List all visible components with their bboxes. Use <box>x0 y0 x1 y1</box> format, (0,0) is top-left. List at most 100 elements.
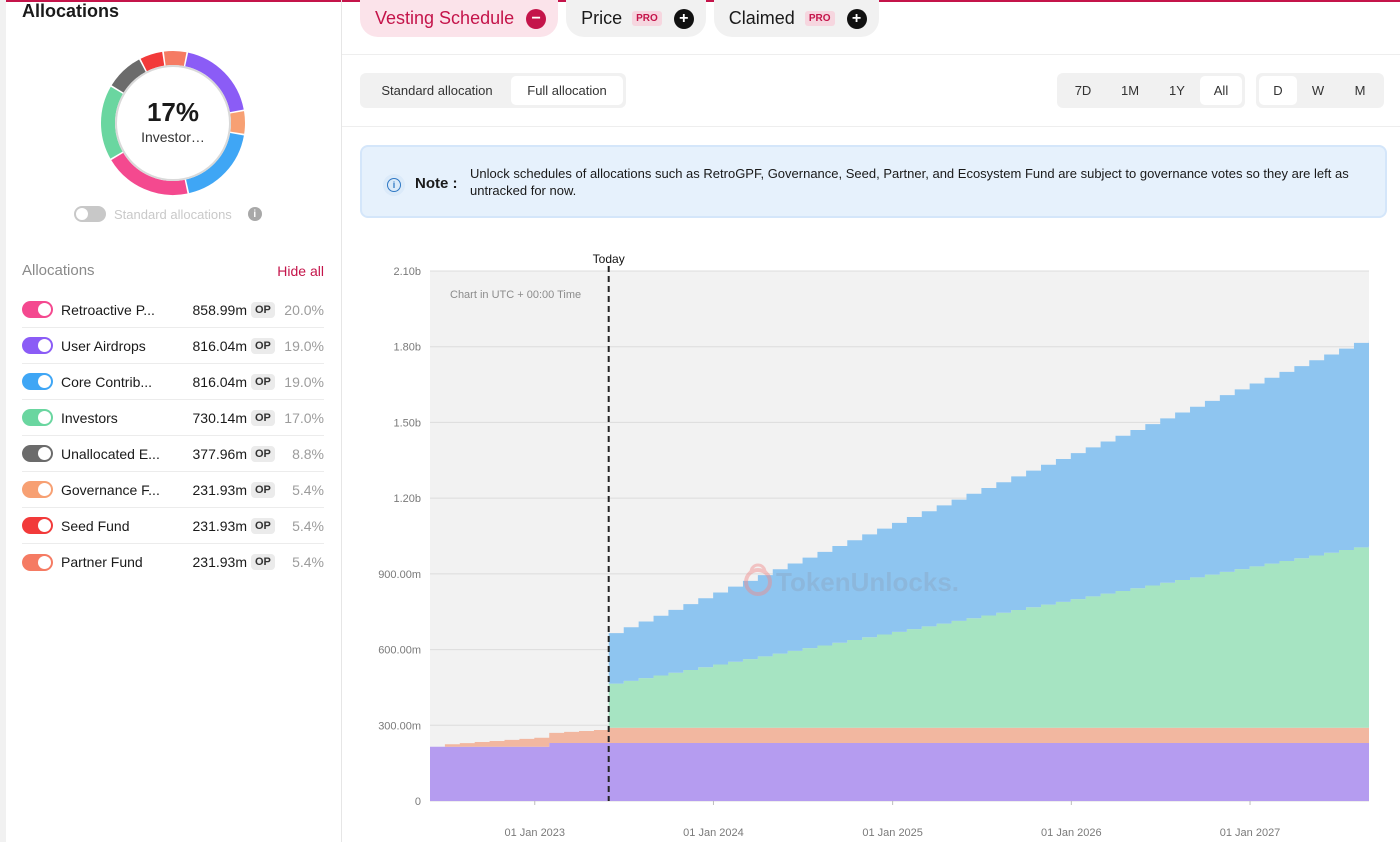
standard-allocations-label: Standard allocations <box>114 206 232 222</box>
allocation-row: Partner Fund 231.93m OP 5.4% <box>22 544 324 580</box>
allocations-sidebar: Allocations 17% Investor… Standard alloc… <box>0 0 342 842</box>
tab-label: Claimed <box>728 8 795 28</box>
donut-label: Investor… <box>141 129 205 145</box>
donut-segment-partner-fund[interactable] <box>163 51 187 67</box>
allocation-amount: 377.96m <box>192 445 247 462</box>
remove-icon[interactable]: − <box>526 8 547 29</box>
allocation-toggle[interactable] <box>22 517 53 534</box>
y-tick-label: 300.00m <box>378 720 421 732</box>
watermark-text: TokenUnlocks. <box>776 567 959 597</box>
tab-label: Price <box>581 8 623 28</box>
allocation-name: Partner Fund <box>61 554 143 570</box>
allocation-name: Investors <box>61 409 118 426</box>
allocation-row: Governance F... 231.93m OP 5.4% <box>22 472 324 508</box>
vesting-schedule-chart[interactable]: 0 300.00m 600.00m 900.00m 1.20b 1.50b 1.80b 2.1… <box>343 240 1393 842</box>
allocation-amount: 816.04m <box>192 373 247 390</box>
donut-percent: 17% <box>146 97 200 127</box>
watermark: TokenUnlocks. <box>744 563 959 597</box>
x-tick-label: 01 Jan 2026 <box>1041 827 1102 839</box>
allocation-amount: 730.14m <box>192 409 247 426</box>
tab-price[interactable]: Price PRO + <box>566 0 706 37</box>
allocation-donut-chart[interactable]: 17% Investor… <box>98 48 248 198</box>
allocation-amount: 231.93m <box>192 554 247 570</box>
x-tick-label: 01 Jan 2027 <box>1220 827 1281 839</box>
series-area-1 <box>430 742 1369 801</box>
info-icon: i <box>383 174 405 196</box>
chart-tabs: Vesting Schedule − Price PRO + Claimed PRO + <box>360 0 879 37</box>
donut-segment-unallocated-ecosystem[interactable] <box>111 59 146 93</box>
y-tick-label: 600.00m <box>378 645 421 657</box>
granularity-d[interactable]: D <box>1259 76 1297 105</box>
pro-badge: PRO <box>632 11 662 26</box>
allocation-toggle[interactable] <box>22 553 53 571</box>
donut-segment-retroactive-public-goods[interactable] <box>111 152 188 195</box>
allocation-percent: 19.0% <box>284 373 324 390</box>
x-tick-label: 01 Jan 2023 <box>504 827 565 839</box>
sidebar-edge <box>0 0 6 842</box>
option-full-allocation[interactable]: Full allocation <box>511 76 623 105</box>
y-tick-label: 900.00m <box>378 569 421 581</box>
donut-segment-core-contributors[interactable] <box>185 132 244 194</box>
allocation-percent: 20.0% <box>284 301 324 318</box>
hide-all-link[interactable]: Hide all <box>277 262 324 279</box>
allocation-percent: 19.0% <box>284 337 324 354</box>
note-label: Note : <box>415 175 458 192</box>
donut-segment-user-airdrops[interactable] <box>184 52 244 113</box>
tab-vesting-schedule[interactable]: Vesting Schedule − <box>360 0 559 37</box>
today-label: Today <box>593 252 625 266</box>
token-badge: OP <box>251 445 275 462</box>
granularity-w[interactable]: W <box>1311 83 1325 98</box>
chart-subtitle: Chart in UTC + 00:00 Time <box>450 289 581 301</box>
series-area-2 <box>430 727 1369 747</box>
allocation-percent: 8.8% <box>292 445 324 462</box>
allocation-row: Retroactive P... 858.99m OP 20.0% <box>22 292 324 328</box>
governance-note: i Note : Unlock schedules of allocations… <box>360 145 1387 218</box>
range-all[interactable]: All <box>1200 76 1242 105</box>
donut-segment-seed-fund[interactable] <box>140 51 165 72</box>
info-icon[interactable]: i <box>247 207 262 221</box>
token-badge: OP <box>251 409 275 426</box>
note-text: Unlock schedules of allocations such as … <box>470 166 1349 198</box>
allocation-name: Seed Fund <box>61 517 130 534</box>
donut-segment-governance-fund[interactable] <box>230 111 245 134</box>
donut-segment-investors[interactable] <box>101 86 124 159</box>
allocation-name: Governance F... <box>61 481 160 498</box>
allocation-mode-switch: Standard allocation Full allocation <box>360 73 626 108</box>
allocation-toggle[interactable] <box>22 301 53 318</box>
lock-icon <box>744 568 772 596</box>
time-range-switch: 7D 1M 1Y All <box>1057 73 1245 108</box>
allocation-row: Investors 730.14m OP 17.0% <box>22 400 324 436</box>
donut-center: 17% Investor… <box>98 48 248 198</box>
allocation-toggle[interactable] <box>22 481 53 498</box>
x-tick-label: 01 Jan 2025 <box>862 827 923 839</box>
allocation-amount: 231.93m <box>192 517 247 534</box>
allocations-list: Retroactive P... 858.99m OP 20.0% User Airdr… <box>22 292 324 580</box>
option-standard-allocation[interactable]: Standard allocation <box>381 83 493 98</box>
allocation-row: Core Contrib... 816.04m OP 19.0% <box>22 364 324 400</box>
range-7d[interactable]: 7D <box>1074 83 1092 98</box>
allocation-toggle[interactable] <box>22 445 53 462</box>
allocation-toggle[interactable] <box>22 337 53 354</box>
range-1m[interactable]: 1M <box>1120 83 1140 98</box>
add-icon[interactable]: + <box>673 8 694 29</box>
granularity-m[interactable]: M <box>1354 83 1366 98</box>
allocation-toggle[interactable] <box>22 373 53 390</box>
allocation-name: User Airdrops <box>61 337 146 354</box>
donut-svg <box>101 51 245 195</box>
sidebar-title: Allocations <box>22 1 120 21</box>
tab-claimed[interactable]: Claimed PRO + <box>713 0 879 37</box>
allocation-percent: 5.4% <box>292 554 324 570</box>
allocation-toggle[interactable] <box>22 409 53 426</box>
tab-label: Vesting Schedule <box>375 8 515 28</box>
y-tick-label: 1.20b <box>393 493 421 505</box>
allocations-list-header: Allocations Hide all <box>22 262 324 279</box>
allocation-percent: 5.4% <box>292 481 324 498</box>
pro-badge: PRO <box>804 11 835 26</box>
standard-allocations-toggle[interactable] <box>74 206 106 222</box>
x-tick-label: 01 Jan 2024 <box>683 827 744 839</box>
range-1y[interactable]: 1Y <box>1169 83 1185 98</box>
divider <box>342 126 1400 127</box>
y-tick-label: 1.50b <box>393 417 421 429</box>
add-icon[interactable]: + <box>846 8 867 29</box>
